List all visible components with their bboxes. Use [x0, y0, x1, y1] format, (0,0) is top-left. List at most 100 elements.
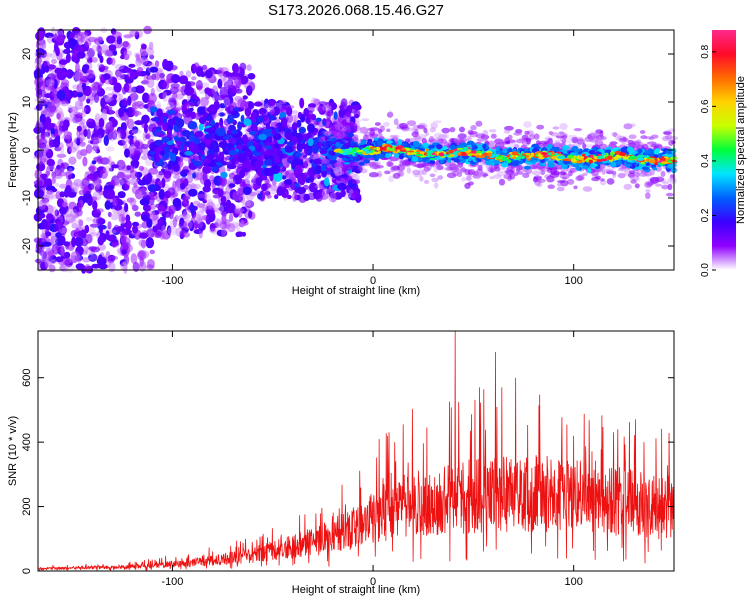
spectrogram-cell: [111, 164, 120, 169]
spectrogram-cell: [154, 147, 160, 154]
spectrogram-cell: [137, 179, 147, 186]
spectrogram-cell: [126, 165, 131, 171]
spectrogram-cell: [157, 205, 166, 215]
spectrogram-cell: [97, 84, 103, 91]
spectrogram-cell: [45, 79, 55, 87]
spectrogram-cell: [254, 161, 260, 168]
spectrogram-cell: [103, 49, 112, 57]
spectrogram-cell: [568, 170, 573, 177]
spectrogram-cell: [141, 114, 150, 124]
spectrogram-cell: [219, 86, 228, 98]
spectrogram-cell: [488, 129, 497, 133]
spectrogram-cell: [149, 54, 155, 60]
spectrogram-cell: [124, 202, 129, 213]
spectrogram-cell: [34, 58, 44, 67]
spectrogram-cell: [74, 100, 84, 110]
spectrogram-cell: [166, 101, 175, 110]
spectrogram-cell: [79, 101, 84, 107]
spectrogram-cell: [315, 191, 323, 202]
spectrogram-cell: [628, 134, 637, 139]
spectrogram-cell: [303, 171, 309, 178]
spectrogram-cell: [227, 137, 237, 144]
spectrogram-cell: [91, 44, 99, 52]
spectrogram-cell: [37, 31, 45, 40]
spectrogram-cell: [91, 57, 98, 63]
spectrogram-cell: [76, 83, 83, 94]
spectrogram-cell: [536, 124, 545, 130]
spectrogram-cell: [48, 137, 53, 149]
spectrogram-cell: [97, 218, 106, 225]
spectrogram-cell: [85, 144, 93, 154]
spectrogram-cell: [164, 60, 174, 72]
spectrogram-cell: [129, 92, 139, 101]
spectrogram-cell: [196, 210, 205, 217]
spectrogram-cell: [82, 257, 91, 263]
spectrogram-cell: [116, 226, 125, 232]
spectrogram-cell: [155, 153, 160, 163]
spectrogram-cell: [263, 167, 274, 177]
spectrogram-cell: [142, 92, 150, 104]
spectrogram-cell: [617, 172, 626, 179]
spectrogram-cell: [37, 155, 43, 165]
spectrogram-cell: [226, 117, 235, 124]
spectrogram-cell: [367, 127, 375, 132]
spectrogram-cell: [375, 154, 381, 159]
spectrogram-cell: [95, 36, 104, 43]
spectrogram-cell: [239, 100, 248, 111]
spectrogram-cell: [46, 213, 54, 221]
spectrogram-cell: [33, 188, 44, 199]
spectrogram-cell: [125, 114, 130, 126]
spectrogram-cell: [69, 218, 78, 225]
spectrogram-cell: [46, 190, 55, 201]
spectrogram-cell: [82, 249, 88, 256]
spectrogram-cell: [63, 48, 70, 54]
spectrogram-cell: [388, 110, 393, 118]
spectrogram-cell: [242, 186, 252, 195]
spectrogram-cell: [419, 176, 424, 182]
spectrogram-cell: [139, 260, 147, 272]
spectrogram-cell: [406, 120, 417, 126]
spectrogram-cell: [242, 231, 246, 237]
spectrogram-cell: [205, 205, 213, 216]
spectrogram-cell: [102, 108, 107, 115]
spectrogram-cell: [278, 99, 287, 105]
spectrogram-cell: [600, 178, 605, 182]
spectrogram-cell: [172, 180, 177, 190]
spectrogram-cell: [55, 256, 64, 263]
spectrogram-cell: [539, 140, 549, 145]
spectrogram-cell: [90, 247, 95, 253]
spectrogram-cell: [294, 182, 300, 188]
spectrogram-cell: [345, 111, 350, 118]
spectrogram-cell: [311, 143, 319, 154]
spectrogram-cell: [105, 86, 114, 91]
spectrogram-cell: [137, 249, 147, 261]
spectrogram-cell: [441, 127, 451, 134]
spectrogram-cell: [532, 176, 539, 183]
spectrogram-cell: [634, 183, 640, 189]
spectrogram-cell: [300, 143, 307, 150]
spectrogram-cell: [99, 157, 110, 165]
spectrogram-cell: [91, 160, 97, 165]
spectrogram-cell: [359, 168, 368, 174]
spectrogram-cell: [423, 127, 428, 134]
spectrogram-cell: [239, 178, 246, 188]
spectrogram-cell: [519, 169, 528, 175]
spectrogram-cell: [54, 67, 64, 74]
spectrogram-cell: [416, 124, 426, 129]
spectrogram-cell: [202, 158, 212, 164]
spectrogram-cell: [214, 122, 220, 127]
spectrogram-cell: [108, 261, 116, 273]
spectrogram-cell: [60, 162, 65, 173]
spectrogram-cell: [286, 141, 294, 147]
spectrogram-cell: [635, 139, 642, 145]
spectrogram-cell: [44, 52, 53, 57]
spectrogram-cell: [559, 123, 568, 130]
spectrogram-cell: [99, 55, 104, 64]
spectrogram-cell: [128, 63, 136, 68]
spectrogram-cell: [176, 136, 187, 143]
spectrogram-cell: [461, 158, 466, 163]
spectrogram-cell: [122, 40, 129, 48]
spectrogram-cell: [193, 183, 201, 190]
spectrogram-cell: [349, 189, 354, 194]
spectrogram-cell: [170, 74, 181, 84]
